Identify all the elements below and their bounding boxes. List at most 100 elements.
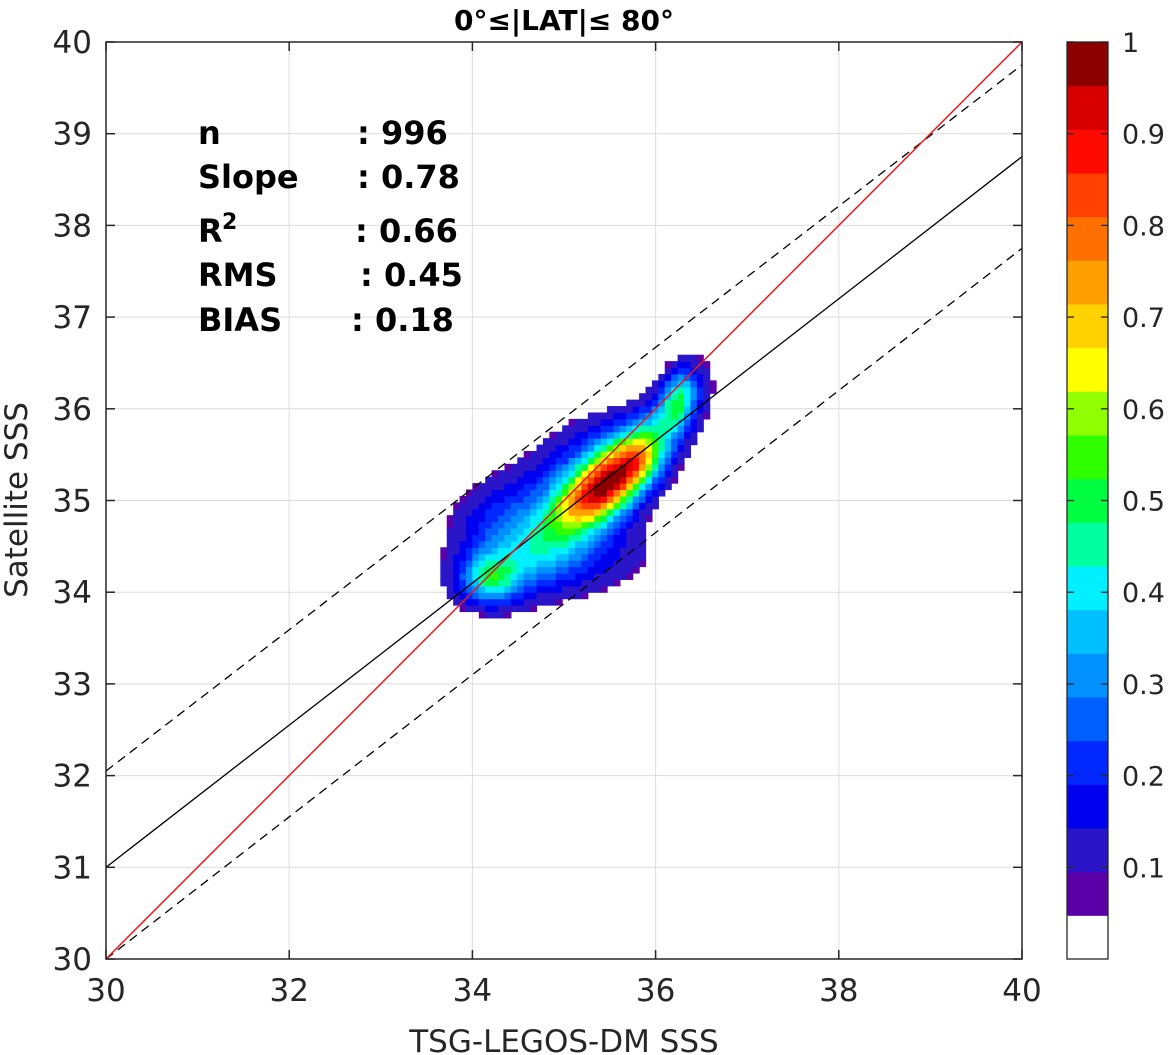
density-cell — [671, 393, 679, 401]
density-cell — [703, 380, 711, 388]
density-cell — [703, 399, 711, 407]
density-cell — [510, 476, 518, 484]
density-cell — [594, 425, 602, 433]
density-cell — [645, 444, 653, 452]
density-cell — [703, 393, 711, 401]
density-cell — [607, 521, 615, 529]
density-cell — [600, 489, 608, 497]
density-cell — [536, 457, 544, 465]
density-cell — [696, 386, 704, 394]
density-cell — [626, 406, 634, 414]
density-cell — [639, 412, 647, 420]
density-cell — [600, 425, 608, 433]
density-cell — [677, 361, 685, 369]
colorbar-tick-label: 0.3 — [1122, 670, 1165, 701]
density-cell — [709, 380, 717, 388]
density-cell — [658, 444, 666, 452]
density-cell — [677, 463, 685, 471]
density-cell — [581, 566, 589, 574]
density-cell — [542, 450, 550, 459]
density-cell — [626, 572, 634, 580]
density-cell — [619, 463, 627, 471]
density-cell — [626, 502, 634, 510]
density-cell — [453, 534, 461, 542]
density-cell — [696, 418, 704, 426]
density-cell — [664, 367, 672, 375]
density-cell — [478, 560, 486, 568]
density-cell — [574, 431, 583, 439]
reference-lines — [106, 42, 1022, 959]
density-cell — [664, 361, 672, 369]
density-cell — [542, 553, 550, 561]
x-tick-label: 36 — [636, 973, 675, 1009]
density-cell — [465, 508, 473, 516]
density-cell — [671, 444, 679, 452]
density-cell — [523, 572, 531, 580]
density-cell — [491, 470, 499, 478]
density-cell — [510, 489, 518, 497]
density-cell — [574, 508, 583, 516]
density-cell — [594, 540, 602, 548]
density-cell — [555, 585, 563, 593]
density-cell — [600, 534, 608, 542]
density-cell — [639, 540, 647, 548]
density-cell — [639, 463, 647, 471]
x-tick-label: 30 — [86, 973, 125, 1009]
density-cell — [632, 502, 640, 510]
density-cell — [568, 444, 576, 452]
density-cell — [632, 553, 640, 561]
density-cell — [607, 470, 615, 478]
density-cell — [574, 521, 583, 529]
density-cell — [619, 566, 627, 574]
density-cell — [453, 572, 461, 580]
density-cell — [651, 431, 659, 439]
density-cell — [542, 566, 550, 574]
density-cell — [568, 438, 576, 446]
density-cell — [619, 444, 627, 452]
density-cell — [498, 515, 506, 523]
density-cell — [523, 508, 531, 516]
density-cell — [562, 438, 570, 446]
density-cell — [523, 457, 531, 465]
density-cell — [568, 425, 576, 433]
density-cell — [651, 457, 659, 465]
density-cell — [574, 457, 583, 465]
density-cell — [478, 528, 486, 536]
density-cell — [574, 540, 583, 548]
density-cell — [632, 560, 640, 568]
density-cell — [549, 572, 557, 580]
density-cell — [536, 450, 544, 459]
density-cell — [639, 483, 647, 491]
density-cell — [574, 425, 583, 433]
density-cell — [639, 528, 647, 536]
density-cell — [683, 418, 692, 426]
density-cell — [639, 393, 647, 401]
density-cell — [555, 483, 563, 491]
density-cell — [562, 592, 570, 600]
density-cell — [626, 418, 634, 426]
density-cell — [574, 547, 583, 555]
density-cell — [683, 354, 692, 362]
density-cell — [536, 476, 544, 484]
density-cell — [626, 508, 634, 516]
density-cell — [517, 521, 525, 529]
density-cell — [542, 438, 550, 446]
density-cell — [664, 412, 672, 420]
density-cell — [536, 566, 544, 574]
density-cell — [683, 431, 692, 439]
density-cell — [568, 553, 576, 561]
density-cell — [607, 502, 615, 510]
density-cell — [607, 438, 615, 446]
density-cell — [594, 547, 602, 555]
density-cell — [671, 367, 679, 375]
density-cell — [485, 534, 493, 542]
density-cell — [658, 386, 666, 394]
density-cell — [549, 560, 557, 568]
density-cell — [690, 418, 698, 426]
colorbar-segment — [1067, 871, 1108, 916]
density-cell — [549, 438, 557, 446]
density-cell — [607, 495, 615, 503]
density-cell — [632, 476, 640, 484]
density-cell — [530, 579, 538, 587]
density-cell — [555, 534, 563, 542]
